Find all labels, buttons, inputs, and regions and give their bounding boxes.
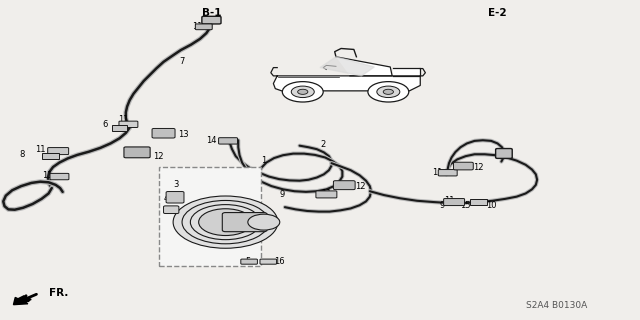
Text: 11: 11 — [444, 196, 454, 205]
FancyBboxPatch shape — [119, 121, 138, 127]
Text: 12: 12 — [153, 152, 163, 161]
Text: 3: 3 — [173, 180, 178, 189]
Text: 11: 11 — [321, 189, 332, 198]
Polygon shape — [336, 57, 392, 76]
FancyBboxPatch shape — [195, 24, 212, 30]
Bar — [159, 167, 261, 266]
Text: 16: 16 — [274, 257, 285, 266]
Text: 11: 11 — [118, 115, 129, 124]
Text: 12: 12 — [473, 163, 484, 172]
Text: 5: 5 — [246, 257, 251, 266]
Circle shape — [182, 200, 269, 244]
Polygon shape — [320, 57, 374, 76]
Text: 9: 9 — [439, 201, 445, 210]
Text: 11: 11 — [43, 171, 53, 180]
FancyBboxPatch shape — [316, 191, 337, 198]
Text: E-2: E-2 — [488, 8, 507, 18]
FancyBboxPatch shape — [166, 192, 184, 203]
FancyBboxPatch shape — [219, 138, 237, 144]
Bar — [470, 199, 486, 205]
Circle shape — [377, 86, 400, 98]
Polygon shape — [273, 76, 420, 91]
Polygon shape — [394, 68, 420, 76]
FancyBboxPatch shape — [50, 173, 69, 180]
FancyBboxPatch shape — [48, 148, 68, 155]
FancyBboxPatch shape — [495, 148, 512, 158]
Text: FR.: FR. — [49, 288, 68, 298]
Circle shape — [248, 214, 280, 230]
Text: 15: 15 — [461, 201, 471, 210]
FancyBboxPatch shape — [454, 162, 473, 170]
Text: S2A4 B0130A: S2A4 B0130A — [525, 301, 587, 310]
Text: 1: 1 — [261, 156, 266, 165]
Text: 9: 9 — [280, 190, 285, 199]
Bar — [42, 153, 60, 159]
FancyBboxPatch shape — [260, 259, 276, 264]
FancyArrow shape — [13, 296, 31, 305]
Text: 13: 13 — [178, 130, 189, 139]
Text: 12: 12 — [355, 182, 365, 191]
FancyBboxPatch shape — [333, 181, 355, 190]
FancyBboxPatch shape — [202, 16, 221, 24]
FancyBboxPatch shape — [438, 170, 457, 176]
Circle shape — [368, 82, 409, 102]
Circle shape — [190, 204, 260, 240]
Text: B-1: B-1 — [202, 8, 221, 18]
Circle shape — [173, 196, 278, 248]
Text: 14: 14 — [206, 136, 216, 145]
Text: 7: 7 — [179, 57, 185, 66]
FancyBboxPatch shape — [222, 212, 267, 232]
Text: 6: 6 — [102, 120, 108, 129]
FancyBboxPatch shape — [152, 128, 175, 138]
FancyBboxPatch shape — [444, 198, 465, 205]
FancyBboxPatch shape — [124, 147, 150, 158]
Text: 10: 10 — [486, 201, 497, 210]
Text: 11: 11 — [432, 168, 443, 177]
Text: 11: 11 — [35, 145, 45, 154]
Text: 4: 4 — [164, 194, 170, 204]
FancyBboxPatch shape — [241, 259, 257, 264]
Circle shape — [291, 86, 314, 98]
Text: 8: 8 — [20, 150, 25, 159]
Circle shape — [198, 209, 252, 236]
FancyBboxPatch shape — [164, 206, 179, 213]
Text: 2: 2 — [320, 140, 325, 149]
Bar — [112, 125, 127, 131]
Circle shape — [383, 89, 394, 94]
Circle shape — [282, 82, 323, 102]
Circle shape — [298, 89, 308, 94]
Text: 11: 11 — [192, 22, 203, 31]
